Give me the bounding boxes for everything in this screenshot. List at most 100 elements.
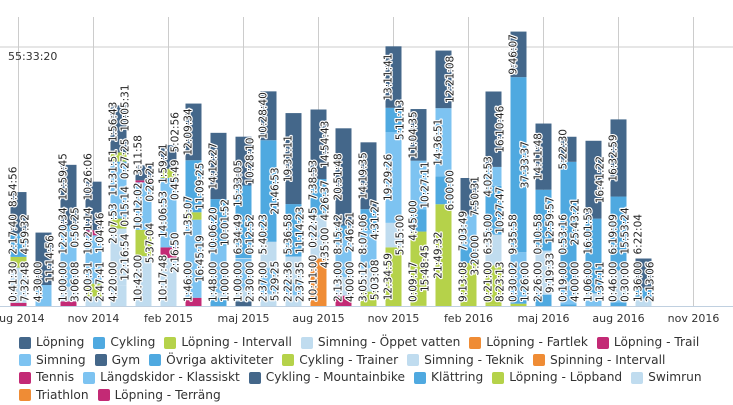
- legend-item[interactable]: Simning: [19, 353, 86, 368]
- bar-segment[interactable]: [385, 222, 402, 248]
- bar-segment[interactable]: [535, 250, 552, 252]
- legend-item[interactable]: Simning - Teknik: [407, 353, 524, 368]
- bar-segment[interactable]: [185, 103, 202, 161]
- bar-segment[interactable]: [85, 181, 102, 231]
- bar-segment[interactable]: [285, 204, 302, 257]
- bar-segment[interactable]: [485, 166, 502, 186]
- bar-segment[interactable]: [410, 160, 427, 210]
- legend-item[interactable]: Triathlon: [19, 388, 89, 403]
- bar-segment[interactable]: [510, 303, 527, 306]
- bar-segment[interactable]: [60, 164, 77, 226]
- bar-segment[interactable]: [210, 199, 227, 246]
- bar-segment[interactable]: [435, 176, 452, 205]
- bar-segment[interactable]: [410, 305, 427, 306]
- bar-segment[interactable]: [610, 119, 627, 197]
- bar-segment[interactable]: [10, 267, 27, 303]
- legend-item[interactable]: Löpning - Intervall: [164, 335, 292, 350]
- bar-segment[interactable]: [210, 245, 227, 293]
- bar-segment[interactable]: [560, 281, 577, 286]
- bar-segment[interactable]: [185, 212, 202, 220]
- bar-segment[interactable]: [585, 218, 602, 294]
- bar-segment[interactable]: [10, 192, 27, 234]
- bar-segment[interactable]: [85, 230, 102, 236]
- bar-segment[interactable]: [210, 132, 227, 200]
- legend-item[interactable]: Simning - Öppet vatten: [300, 335, 460, 350]
- bar-segment[interactable]: [385, 131, 402, 223]
- bar-segment[interactable]: [410, 209, 427, 232]
- bar-segment[interactable]: [510, 252, 527, 297]
- bar-segment[interactable]: [10, 233, 27, 257]
- legend-item[interactable]: Löpning - Löpband: [492, 370, 622, 385]
- legend-item[interactable]: Klättring: [413, 370, 483, 385]
- bar-segment[interactable]: [460, 214, 477, 248]
- bar-segment[interactable]: [210, 297, 227, 306]
- bar-segment[interactable]: [160, 181, 177, 248]
- bar-segment[interactable]: [110, 163, 127, 218]
- bar-segment[interactable]: [510, 77, 527, 253]
- bar-segment[interactable]: [260, 91, 277, 141]
- bar-segment[interactable]: [310, 179, 327, 215]
- bar-segment[interactable]: [510, 31, 527, 78]
- bar-segment[interactable]: [85, 296, 102, 306]
- bar-segment[interactable]: [360, 142, 377, 210]
- legend-item[interactable]: Spinning - Intervall: [532, 353, 665, 368]
- bar-segment[interactable]: [110, 285, 127, 306]
- bar-segment[interactable]: [610, 196, 627, 271]
- bar-segment[interactable]: [260, 241, 277, 269]
- bar-segment[interactable]: [385, 107, 402, 132]
- bar-segment[interactable]: [285, 294, 302, 306]
- bar-segment[interactable]: [585, 140, 602, 219]
- bar-segment[interactable]: [560, 136, 577, 162]
- bar-segment[interactable]: [235, 258, 252, 260]
- bar-segment[interactable]: [135, 180, 152, 183]
- bar-segment[interactable]: [185, 160, 202, 213]
- legend-item[interactable]: Cykling: [93, 335, 155, 350]
- bar-segment[interactable]: [185, 219, 202, 298]
- legend-item[interactable]: Löpning - Terräng: [97, 388, 221, 403]
- bar-segment[interactable]: [235, 289, 252, 302]
- bar-segment[interactable]: [335, 128, 352, 226]
- bar-segment[interactable]: [435, 50, 452, 109]
- bar-segment[interactable]: [260, 140, 277, 242]
- bar-segment[interactable]: [35, 285, 52, 306]
- bar-segment[interactable]: [235, 259, 252, 290]
- bar-segment[interactable]: [310, 235, 327, 238]
- legend-item[interactable]: Löpning: [19, 335, 84, 350]
- bar-segment[interactable]: [160, 257, 177, 306]
- bar-segment[interactable]: [360, 268, 377, 292]
- bar-segment[interactable]: [10, 256, 27, 268]
- legend-item[interactable]: Tennis: [19, 370, 74, 385]
- bar-segment[interactable]: [610, 270, 627, 301]
- bar-segment[interactable]: [110, 105, 127, 153]
- bar-segment[interactable]: [160, 247, 177, 258]
- bar-segment[interactable]: [385, 46, 402, 108]
- bar-segment[interactable]: [485, 304, 502, 306]
- bar-segment[interactable]: [385, 247, 402, 306]
- bar-segment[interactable]: [560, 161, 577, 282]
- bar-segment[interactable]: [110, 161, 127, 164]
- bar-segment[interactable]: [310, 237, 327, 259]
- bar-segment[interactable]: [460, 177, 477, 215]
- bar-segment[interactable]: [285, 113, 302, 205]
- bar-segment[interactable]: [85, 283, 102, 297]
- bar-segment[interactable]: [535, 189, 552, 251]
- bar-segment[interactable]: [260, 293, 277, 306]
- bar-segment[interactable]: [360, 209, 377, 231]
- bar-segment[interactable]: [610, 300, 627, 303]
- bar-segment[interactable]: [60, 301, 77, 306]
- bar-segment[interactable]: [485, 265, 502, 305]
- bar-segment[interactable]: [110, 217, 127, 219]
- bar-segment[interactable]: [560, 304, 577, 306]
- bar-segment[interactable]: [160, 168, 177, 179]
- bar-segment[interactable]: [460, 247, 477, 264]
- bar-segment[interactable]: [635, 298, 652, 306]
- bar-segment[interactable]: [235, 185, 252, 259]
- bar-segment[interactable]: [35, 232, 52, 286]
- bar-segment[interactable]: [260, 268, 277, 294]
- bar-segment[interactable]: [485, 185, 502, 235]
- bar-segment[interactable]: [110, 228, 127, 286]
- bar-segment[interactable]: [335, 277, 352, 296]
- bar-segment[interactable]: [135, 165, 152, 181]
- bar-segment[interactable]: [235, 301, 252, 306]
- bar-segment[interactable]: [210, 292, 227, 298]
